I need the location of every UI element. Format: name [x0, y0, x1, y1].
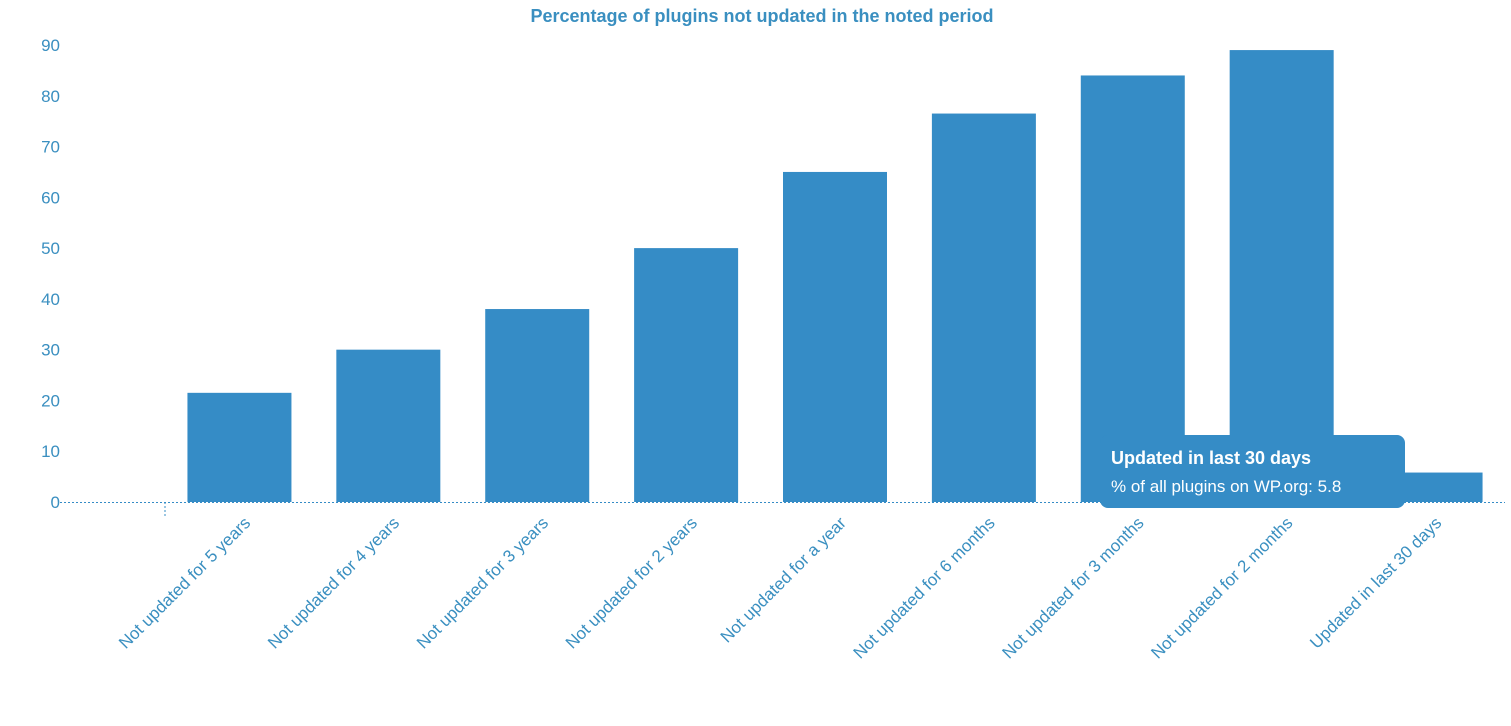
bar[interactable] — [931, 113, 1036, 503]
x-tick-label: Not updated for 6 months — [850, 513, 999, 662]
x-tick-label: Not updated for a year — [717, 513, 850, 646]
x-tick-label: Not updated for 2 years — [562, 513, 701, 652]
bar[interactable] — [1229, 50, 1334, 502]
y-tick-label: 30 — [41, 341, 60, 360]
bar[interactable] — [783, 171, 887, 502]
bars — [187, 50, 1483, 503]
y-axis: 0 10 20 30 40 50 60 70 80 90 — [41, 36, 1505, 517]
y-tick-label: 90 — [41, 36, 60, 55]
tooltip-line: % of all plugins on WP.org: 5.8 — [1111, 477, 1393, 497]
x-tick-label: Not updated for 3 years — [413, 513, 552, 652]
bar[interactable] — [1080, 75, 1185, 502]
x-tick-label: Not updated for 4 years — [264, 513, 403, 652]
tooltip-title: Updated in last 30 days — [1111, 448, 1312, 468]
x-tick-label: Not updated for 5 years — [115, 513, 254, 652]
x-tick-label: Not updated for 3 months — [999, 513, 1148, 662]
y-tick-label: 20 — [41, 391, 60, 410]
x-tick-label: Not updated for 2 months — [1147, 513, 1296, 662]
y-tick-label: 10 — [41, 442, 60, 461]
x-tick-label: Updated in last 30 days — [1306, 513, 1445, 652]
bar[interactable] — [485, 309, 590, 502]
bar[interactable] — [336, 349, 441, 502]
tooltip-label: % of all plugins on WP.org: — [1111, 477, 1313, 496]
y-tick-label: 60 — [41, 188, 60, 207]
y-tick-label: 0 — [51, 493, 60, 512]
y-tick-label: 50 — [41, 239, 60, 258]
y-tick-label: 70 — [41, 138, 60, 157]
bar[interactable] — [634, 248, 739, 502]
chart-tooltip: Updated in last 30 days % of all plugins… — [1100, 435, 1405, 508]
bar[interactable] — [187, 392, 292, 502]
chart-title: Percentage of plugins not updated in the… — [530, 6, 993, 26]
y-tick-label: 80 — [41, 87, 60, 106]
y-tick-label: 40 — [41, 290, 60, 309]
x-axis: Not updated for 5 years Not updated for 4… — [115, 513, 1445, 662]
tooltip-value: 5.8 — [1317, 477, 1342, 496]
